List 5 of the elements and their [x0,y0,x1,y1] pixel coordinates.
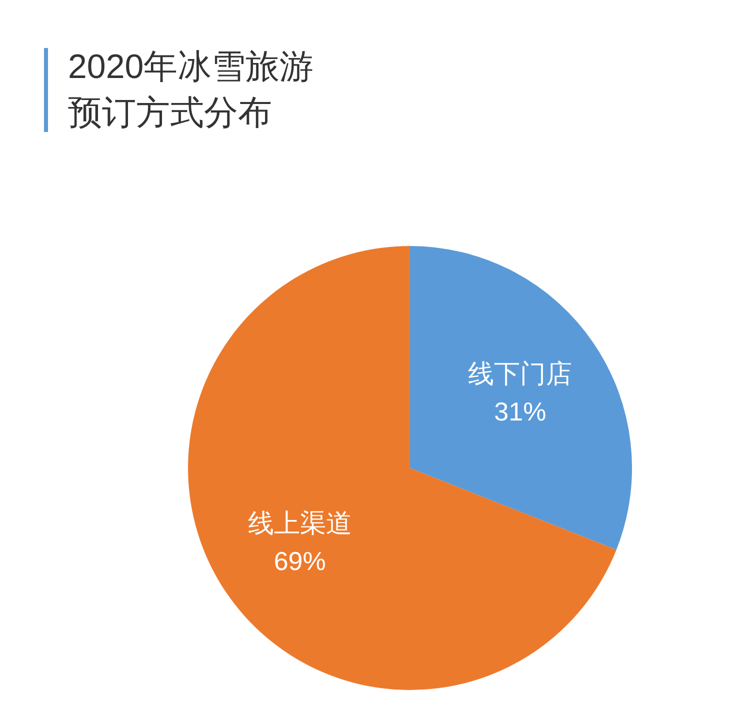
data-label: 69% [274,546,326,576]
data-label: 31% [494,396,546,426]
slice-label: 线下门店 [468,358,572,388]
chart-title: 2020年冰雪旅游预订方式分布 [68,47,315,134]
slice-label: 线上渠道 [248,508,352,538]
